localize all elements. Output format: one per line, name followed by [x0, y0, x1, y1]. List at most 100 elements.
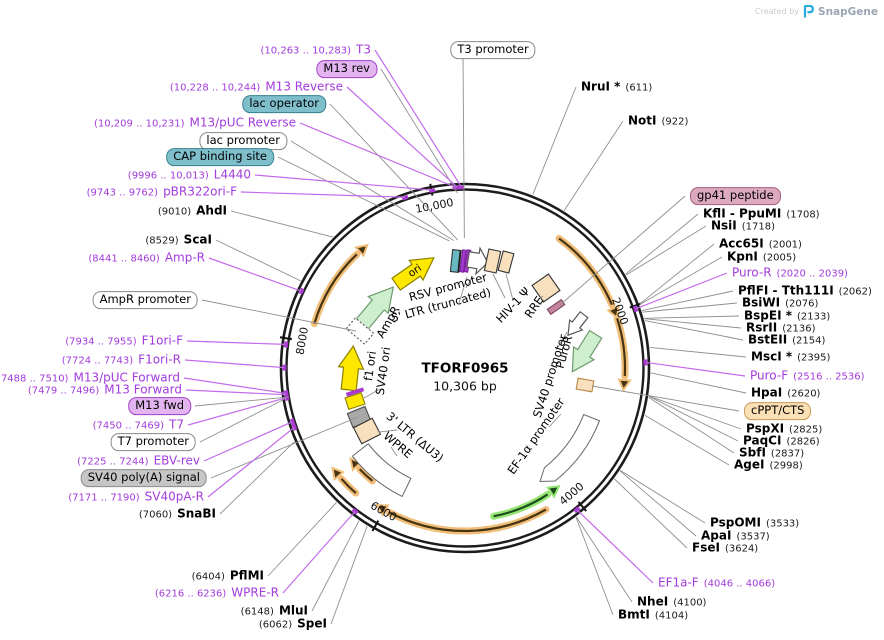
feature-ef1a-promoter-arrow[interactable]: [539, 413, 601, 482]
primer-mark-2029[interactable]: [632, 305, 639, 313]
callout-t3-promoter[interactable]: T3 promoter: [450, 41, 536, 59]
callout-f1ori-r[interactable]: (7724 .. 7743) F1ori-R: [62, 353, 181, 367]
callout-hpai[interactable]: HpaI (2620): [751, 386, 820, 400]
feature-orf-upper-left-head[interactable]: [354, 243, 369, 258]
feature-orf-upper-right-head[interactable]: [606, 304, 620, 320]
callout-m13-puc-reverse[interactable]: (10,209 .. 10,231) M13/pUC Reverse: [94, 116, 296, 130]
callout-bsteii[interactable]: BstEII (2154): [748, 333, 825, 347]
callout-mlui[interactable]: (6148) MluI: [241, 604, 308, 618]
callout-m13-puc-forward[interactable]: (7488 .. 7510) M13/pUC Forward: [0, 371, 180, 385]
primer-mark-8450[interactable]: [298, 287, 305, 295]
callout-scai[interactable]: (8529) ScaI: [145, 233, 212, 247]
feature-orf-green-head[interactable]: [546, 484, 561, 499]
feature-puror-arrow[interactable]: [562, 328, 606, 378]
callout-t7-promoter[interactable]: T7 promoter: [110, 433, 196, 451]
feature-ori-arrow[interactable]: [389, 248, 440, 294]
feature-gp41-bar[interactable]: [546, 298, 566, 316]
callout-ampr-promoter-label[interactable]: AmpR promoter: [92, 291, 198, 309]
primer-mark-7234[interactable]: [289, 418, 296, 426]
callout-snabi[interactable]: (7060) SnaBI: [139, 507, 216, 521]
callout-pbr322ori-f[interactable]: (9743 .. 9762) pBR322ori-F: [87, 185, 237, 199]
primer-mark-9752[interactable]: [401, 194, 409, 201]
feature-orf-bottom-head[interactable]: [375, 504, 390, 518]
callout-f1ori-f[interactable]: (7934 .. 7955) F1ori-F: [65, 334, 183, 348]
callout-bspei[interactable]: BspEI * (2133): [744, 309, 830, 323]
callout-pflfi-tth111i[interactable]: PflFI - Tth111I (2062): [738, 284, 872, 298]
callout-nrui[interactable]: NruI * (611): [581, 80, 652, 94]
callout-m13-fwd-label[interactable]: M13 fwd: [128, 397, 191, 415]
callout-sv40-polya-signal-label[interactable]: SV40 poly(A) signal: [80, 469, 207, 487]
callout-acc65i[interactable]: Acc65I (2001): [719, 237, 802, 251]
primer-mark-7944[interactable]: [283, 341, 289, 348]
primer-mark-2526[interactable]: [643, 359, 648, 366]
callout-puro-r[interactable]: Puro-R (2020 .. 2039): [732, 266, 848, 280]
callout-noti[interactable]: NotI (922): [628, 114, 688, 128]
feature-orf-right-head[interactable]: [617, 378, 632, 393]
feature-ampr-tail-box[interactable]: [345, 317, 375, 345]
callout-amp-r[interactable]: (8441 .. 8460) Amp-R: [88, 251, 205, 265]
callout-t3-promoter-label[interactable]: T3 promoter: [450, 41, 536, 59]
callout-cap-binding-site[interactable]: CAP binding site: [166, 148, 274, 166]
callout-kpni[interactable]: KpnI (2005): [727, 250, 796, 264]
callout-nsii[interactable]: NsiI (1718): [711, 219, 775, 233]
callout-lac-promoter[interactable]: lac promoter: [199, 132, 287, 150]
callout-pspomi[interactable]: PspOMI (3533): [710, 516, 799, 530]
callout-pflmi[interactable]: (6404) PflMI: [192, 569, 264, 583]
feature-sv40-ori-box[interactable]: [344, 391, 366, 411]
feature-psi-box-1[interactable]: [483, 248, 502, 274]
primer-mark-7733[interactable]: [282, 364, 287, 371]
feature-sv40pa-primer-bar[interactable]: [345, 387, 365, 397]
callout-t7-promoter-label[interactable]: T7 promoter: [110, 433, 196, 451]
callout-paqci[interactable]: PaqCI (2826): [743, 434, 820, 448]
callout-m13-rev[interactable]: M13 rev: [316, 60, 377, 78]
callout-m13-rev-label[interactable]: M13 rev: [316, 60, 377, 78]
callout-gp41-peptide-label[interactable]: gp41 peptide: [690, 187, 781, 205]
callout-apai[interactable]: ApaI (3537): [701, 529, 770, 543]
feature-rre-diamond[interactable]: [531, 273, 561, 303]
callout-t7-primer[interactable]: (7450 .. 7469) T7: [93, 418, 184, 432]
feature-f1-ori-arrow[interactable]: [336, 344, 365, 392]
callout-msci[interactable]: MscI * (2395): [751, 350, 830, 364]
callout-ebv-rev[interactable]: (7225 .. 7244) EBV-rev: [77, 454, 200, 468]
feature-purple-bar-1[interactable]: [459, 249, 467, 273]
callout-sv40-polya-signal[interactable]: SV40 poly(A) signal: [80, 469, 207, 487]
callout-ahdi[interactable]: (9010) AhdI: [158, 204, 227, 218]
feature-wpre-band[interactable]: [351, 443, 412, 498]
callout-fsei[interactable]: FseI (3624): [692, 541, 758, 555]
primer-mark-7459[interactable]: [284, 394, 290, 401]
callout-sbfi[interactable]: SbfI (2837): [739, 446, 804, 460]
callout-t3-primer[interactable]: (10,263 .. 10,283) T3: [261, 43, 371, 57]
callout-wpre-r[interactable]: (6216 .. 6236) WPRE-R: [155, 586, 279, 600]
callout-cppt-cts-label[interactable]: cPPT/CTS: [744, 402, 812, 420]
primer-mark-6226[interactable]: [351, 507, 359, 515]
feature-cppt-box[interactable]: [575, 377, 595, 393]
feature-orf-small-2-head[interactable]: [331, 466, 345, 482]
callout-puro-f[interactable]: Puro-F (2516 .. 2536): [750, 369, 865, 383]
primer-mark-4056[interactable]: [573, 506, 581, 513]
callout-agei[interactable]: AgeI (2998): [734, 458, 803, 472]
callout-l4440[interactable]: (9996 .. 10,013) L4440: [128, 168, 251, 182]
callout-cppt-cts[interactable]: cPPT/CTS: [744, 402, 812, 420]
callout-lac-promoter-label[interactable]: lac promoter: [199, 132, 287, 150]
feature-operator-dots-bar[interactable]: [457, 249, 462, 273]
feature-sv40-promoter-arrow[interactable]: [562, 310, 591, 340]
callout-lac-operator-label[interactable]: lac operator: [242, 95, 326, 113]
callout-ampr-promoter[interactable]: AmpR promoter: [92, 291, 198, 309]
callout-pspxi[interactable]: PspXI (2825): [746, 422, 822, 436]
callout-m13-fwd[interactable]: M13 fwd: [128, 397, 191, 415]
callout-kfli-ppumi[interactable]: KflI - PpuMI (1708): [703, 207, 820, 221]
primer-mark-7180[interactable]: [291, 423, 298, 431]
callout-nhei[interactable]: NheI (4100): [637, 595, 706, 609]
callout-cap-binding-site-label[interactable]: CAP binding site: [166, 148, 274, 166]
callout-bmti[interactable]: BmtI (4104): [618, 608, 688, 622]
callout-ef1a-f[interactable]: EF1a-F (4046 .. 4066): [658, 576, 775, 590]
callout-gp41-peptide[interactable]: gp41 peptide: [690, 187, 781, 205]
callout-lac-operator[interactable]: lac operator: [242, 95, 326, 113]
callout-sv40pa-r[interactable]: (7171 .. 7190) SV40pA-R: [68, 490, 204, 504]
callout-spei[interactable]: (6062) SpeI: [259, 617, 327, 631]
callout-m13-reverse[interactable]: (10,228 .. 10,244) M13 Reverse: [170, 80, 343, 94]
callout-rsrii[interactable]: RsrII (2136): [746, 321, 816, 335]
callout-m13-forward[interactable]: (7479 .. 7496) M13 Forward: [28, 383, 182, 397]
callout-bsiwi[interactable]: BsiWI (2076): [742, 296, 818, 310]
feature-psi-box-2[interactable]: [497, 250, 515, 274]
